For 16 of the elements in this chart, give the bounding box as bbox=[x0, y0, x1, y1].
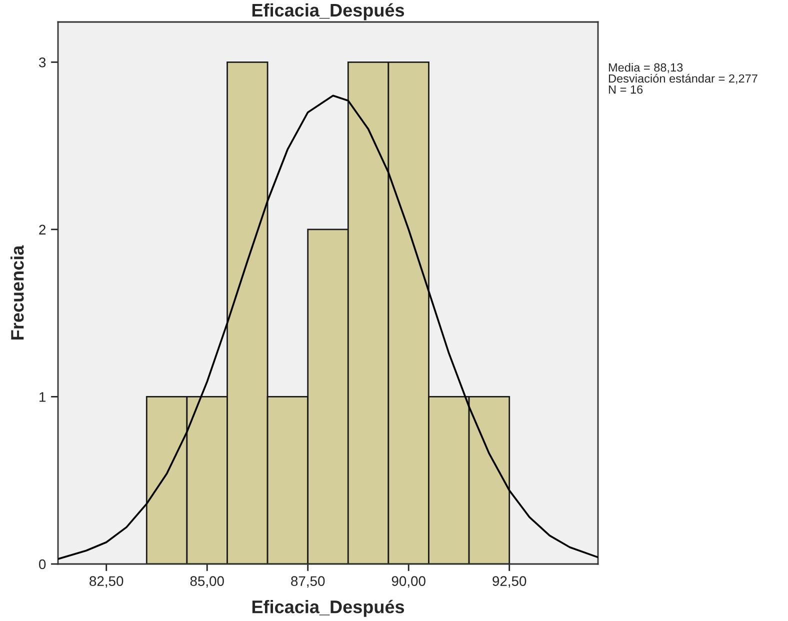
y-tick-label: 3 bbox=[39, 57, 46, 68]
x-tick-label: 90,00 bbox=[392, 576, 426, 588]
y-tick-label: 2 bbox=[39, 224, 46, 234]
y-tick-label: 0 bbox=[39, 559, 46, 570]
x-axis-title: Eficacia_Después bbox=[252, 600, 404, 617]
x-tick-label: 92,50 bbox=[492, 576, 526, 588]
y-axis-title: Frecuencia bbox=[10, 245, 24, 340]
x-tick-label: 85,00 bbox=[190, 576, 224, 588]
text: N = 16 bbox=[608, 85, 643, 94]
line-series bbox=[58, 94, 598, 560]
chart-title: Eficacia_Después bbox=[252, 3, 404, 20]
text: Desviación estándar = 2,277 bbox=[608, 74, 758, 84]
x-tick-label: 82,50 bbox=[90, 576, 124, 588]
y-tick-label: 1 bbox=[40, 392, 46, 402]
text: Media = 88,13 bbox=[608, 63, 683, 74]
x-tick-label: 87,50 bbox=[291, 576, 325, 588]
